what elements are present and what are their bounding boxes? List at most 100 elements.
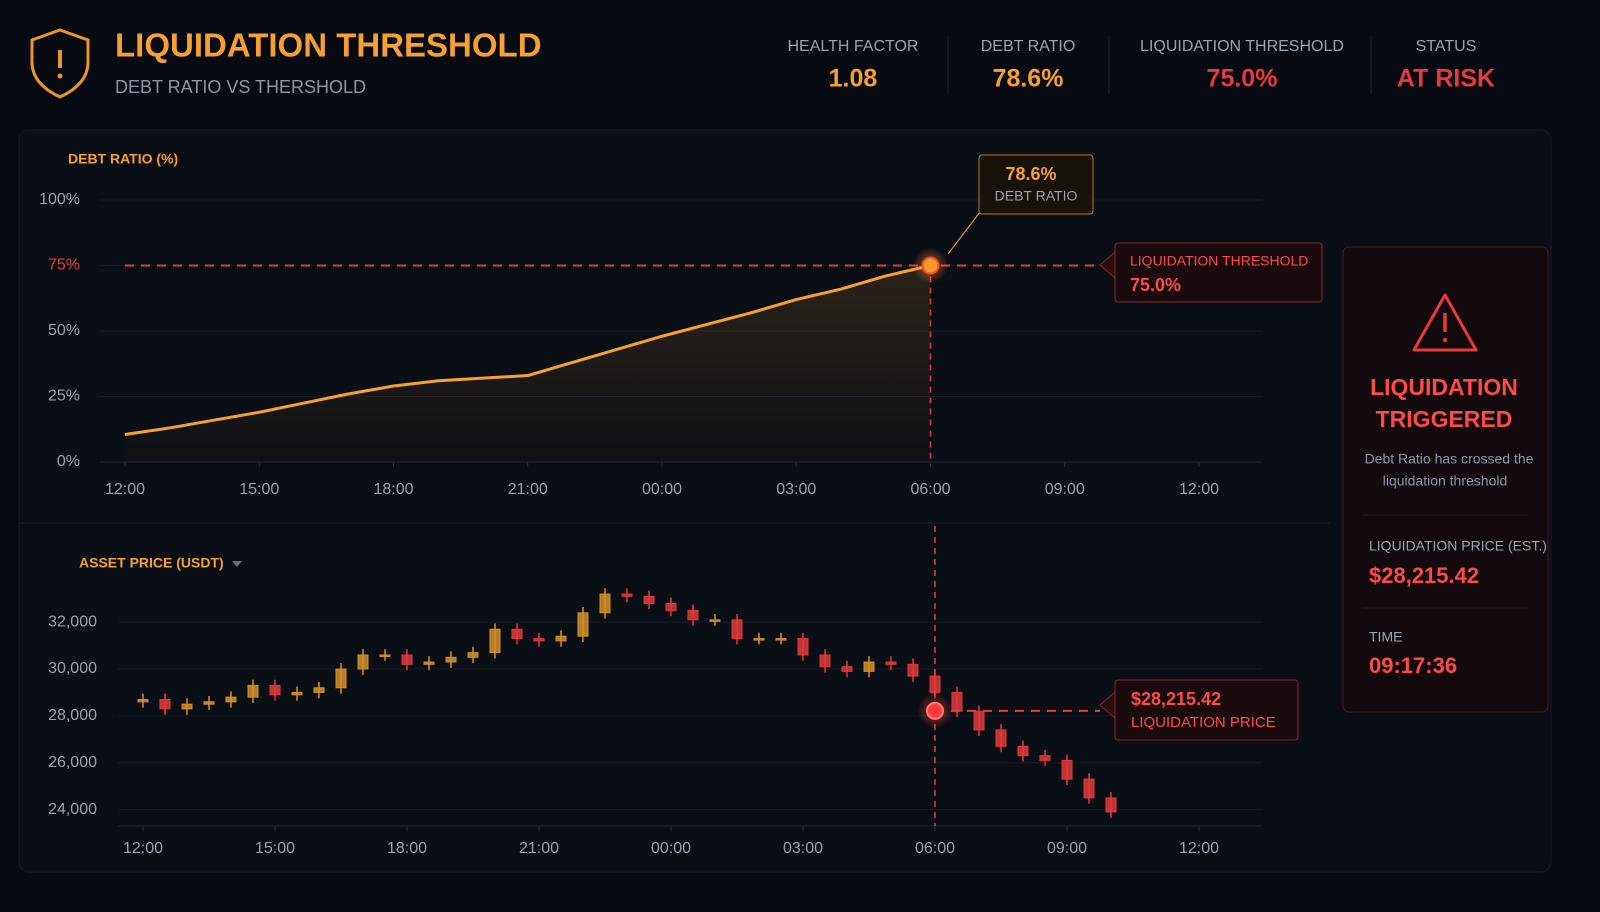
line — [124, 264, 931, 436]
dropdown-caret[interactable] — [232, 561, 242, 567]
alert-description: Debt Ratio has crossed the — [1365, 451, 1534, 467]
callout-connector — [947, 211, 981, 255]
stat-label: STATUS — [1416, 38, 1477, 55]
candle-body — [291, 691, 303, 696]
candle-body — [335, 668, 347, 689]
x-tick-label: 12:00 — [1179, 481, 1219, 498]
candle-body — [643, 595, 655, 604]
candle-body — [753, 638, 765, 641]
y-tick-label: 0% — [57, 453, 80, 470]
candle-body — [511, 628, 523, 640]
candle-body — [203, 701, 215, 705]
y-tick-label: 26,000 — [48, 754, 97, 771]
alert-icon — [1412, 293, 1478, 352]
candle-body — [159, 698, 171, 710]
candle-body — [423, 661, 435, 665]
threshold-value: 75.0% — [1130, 275, 1181, 295]
alert-price-label: LIQUIDATION PRICE (EST.) — [1369, 538, 1547, 554]
candle-body — [247, 684, 259, 698]
stat-value: 78.6% — [993, 65, 1064, 93]
alert-title: TRIGGERED — [1376, 406, 1513, 432]
liquidation-price: $28,215.42 — [1131, 689, 1221, 709]
shield-dot — [57, 73, 63, 79]
alert-time-label: TIME — [1369, 629, 1402, 645]
candle-body — [137, 698, 149, 703]
callout-box — [978, 154, 1094, 215]
candle-body — [269, 684, 281, 696]
candle-body — [797, 638, 809, 656]
x-tick-label: 18:00 — [373, 481, 413, 498]
stat-value: 75.0% — [1207, 65, 1278, 93]
y-tick-label: 25% — [48, 388, 80, 405]
x-tick-label: 12:00 — [1179, 840, 1219, 857]
y-axis-label: DEBT RATIO (%) — [68, 151, 178, 167]
candle-body — [357, 654, 369, 670]
x-tick-label: 09:00 — [1047, 840, 1087, 857]
alert-icon-dot — [1442, 337, 1448, 343]
x-tick-label: 12:00 — [123, 840, 163, 857]
x-tick-label: 12:00 — [105, 481, 145, 498]
candle-body — [907, 663, 919, 677]
x-tick-label: 21:00 — [519, 840, 559, 857]
candle-body — [379, 654, 391, 657]
y-tick-label: 24,000 — [48, 801, 97, 818]
x-tick-label: 06:00 — [910, 481, 950, 498]
x-tick-label: 03:00 — [776, 481, 816, 498]
candle-body — [225, 696, 237, 703]
stat-label: DEBT RATIO — [981, 38, 1076, 55]
candle-body — [863, 661, 875, 672]
candle-body — [687, 609, 699, 621]
callout-value: 78.6% — [1005, 164, 1056, 184]
candle-body — [533, 638, 545, 642]
charts: 0% 25% 50% 75% 100% 12:00 15:00 18:00 21:00 00:00… — [39, 191, 1262, 857]
x-tick-label: 18:00 — [387, 840, 427, 857]
candle-body — [313, 687, 325, 693]
candle-body — [819, 654, 831, 668]
area — [125, 265, 931, 462]
candle-body — [731, 619, 743, 640]
candle-body — [621, 593, 633, 597]
panel — [18, 129, 1552, 873]
x-tick-label: 15:00 — [239, 481, 279, 498]
candle-body — [1061, 759, 1073, 780]
candle-body — [951, 691, 963, 712]
candle-body — [467, 652, 479, 658]
alert-price: $28,215.42 — [1369, 563, 1479, 588]
candle-body — [555, 635, 567, 642]
x-tick-label: 06:00 — [915, 840, 955, 857]
x-tick-label: 00:00 — [651, 840, 691, 857]
y-tick-label: 100% — [39, 191, 80, 208]
alert-description: liquidation threshold — [1383, 473, 1508, 489]
y-axis-label: ASSET PRICE (USDT) — [79, 555, 224, 571]
y-tick-label: 32,000 — [48, 613, 97, 630]
y-tick-label: 28,000 — [48, 707, 97, 724]
candle-body — [973, 710, 985, 731]
x-tick-label: 00:00 — [642, 481, 682, 498]
candle-body — [775, 638, 787, 641]
title: LIQUIDATION THRESHOLD — [115, 27, 542, 64]
liquidation-name: LIQUIDATION PRICE — [1131, 714, 1276, 731]
candle-body — [995, 729, 1007, 747]
candle-body — [1105, 797, 1117, 813]
y-tick-label: 30,000 — [48, 660, 97, 677]
candle-body — [841, 666, 853, 672]
alert-title: LIQUIDATION — [1370, 374, 1518, 400]
subtitle: DEBT RATIO VS THERSHOLD — [115, 77, 366, 97]
x-tick-label: 03:00 — [783, 840, 823, 857]
alert-panel — [1342, 246, 1549, 713]
stat-value: AT RISK — [1397, 65, 1495, 93]
candle-body — [577, 612, 589, 637]
stat-value: 1.08 — [829, 65, 878, 93]
callout-label: DEBT RATIO — [995, 188, 1078, 204]
y-tick-label: 50% — [48, 322, 80, 339]
stats: HEALTH FACTOR 1.08 DEBT RATIO 78.6% LIQUIDAT… — [788, 36, 1495, 94]
candle-body — [445, 656, 457, 663]
candle-body — [489, 628, 501, 654]
candle-body — [665, 602, 677, 611]
x-tick-label: 09:00 — [1045, 481, 1085, 498]
point — [921, 256, 940, 275]
candle-body — [1083, 778, 1095, 799]
stat-label: HEALTH FACTOR — [788, 38, 919, 55]
candle-body — [599, 593, 611, 614]
